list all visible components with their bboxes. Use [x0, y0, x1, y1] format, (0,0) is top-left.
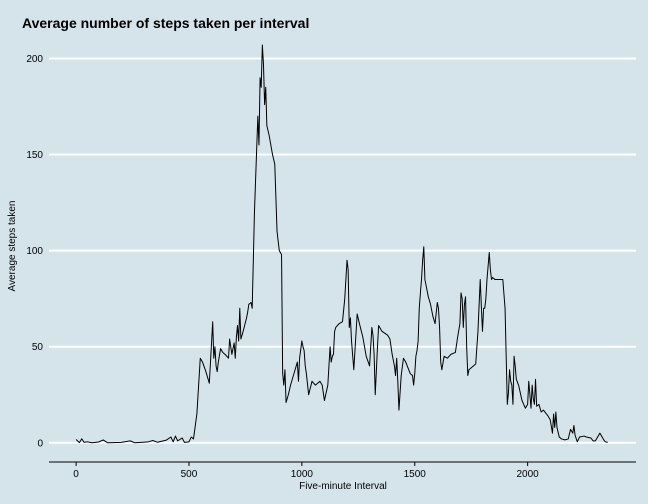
y-axis-ticks: 0 50 100 150 200: [26, 54, 43, 449]
chart-title: Average number of steps taken per interv…: [22, 15, 309, 31]
x-tick-label: 1000: [291, 469, 314, 480]
y-tick-label: 150: [26, 150, 43, 161]
gridlines: [49, 57, 636, 444]
y-axis-label: Average steps taken: [7, 201, 18, 292]
x-tick-label: 2000: [517, 469, 540, 480]
x-tick-label: 500: [181, 469, 198, 480]
steps-series-line: [75, 44, 608, 444]
y-tick-label: 0: [37, 438, 43, 449]
x-axis-label: Five-minute Interval: [299, 481, 387, 492]
y-tick-label: 100: [26, 246, 43, 257]
x-axis-ticks: 0 500 1000 1500 2000: [73, 462, 539, 480]
y-tick-label: 200: [26, 54, 43, 65]
y-tick-label: 50: [32, 342, 44, 353]
x-tick-label: 1500: [404, 469, 427, 480]
x-tick-label: 0: [73, 469, 79, 480]
